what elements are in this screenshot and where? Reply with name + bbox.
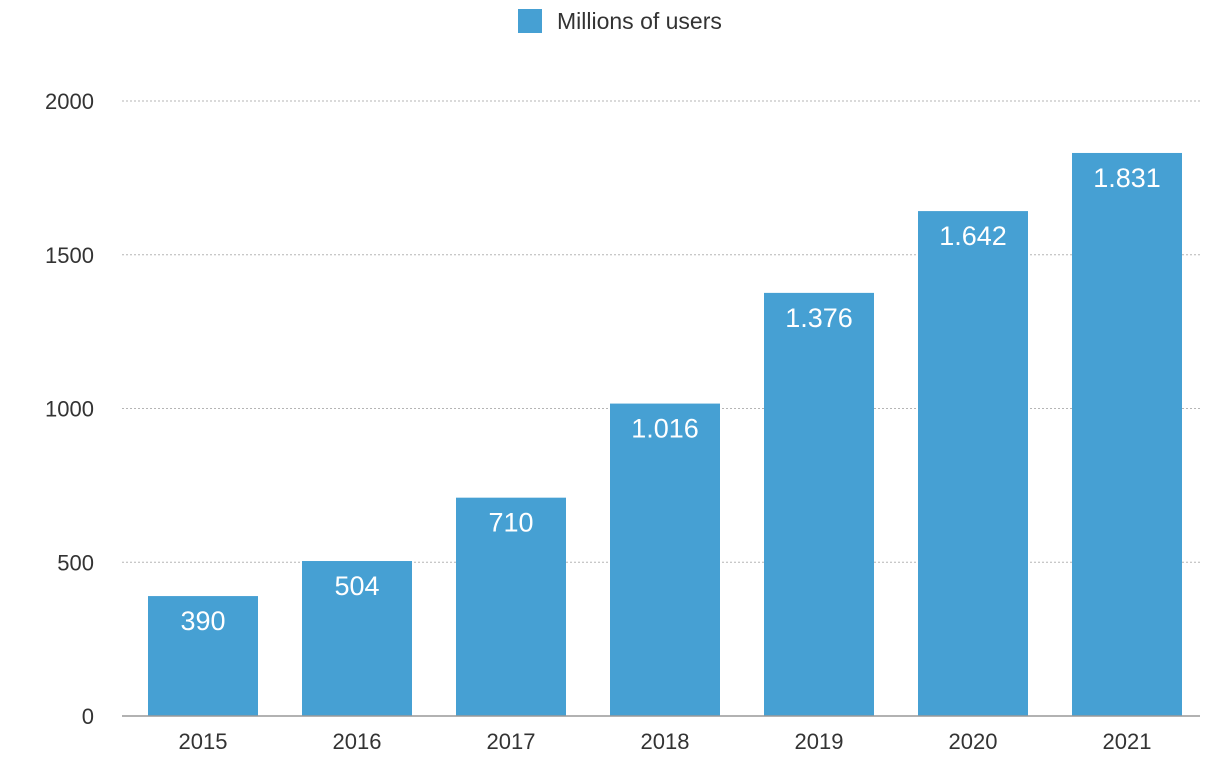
bar-2017	[456, 497, 566, 716]
data-labels: 390 504 710 1.016 1.376 1.642 1.831	[180, 163, 1160, 636]
y-tick-label: 0	[82, 704, 94, 729]
x-tick-label-2020: 2020	[949, 729, 998, 754]
bar-2019	[764, 292, 874, 716]
data-label-2021: 1.831	[1093, 163, 1161, 193]
x-tick-label-2015: 2015	[179, 729, 228, 754]
y-axis: 0 500 1000 1500 2000	[45, 89, 94, 729]
y-tick-label: 1500	[45, 243, 94, 268]
x-tick-label-2019: 2019	[795, 729, 844, 754]
data-label-2020: 1.642	[939, 221, 1007, 251]
y-tick-label: 2000	[45, 89, 94, 114]
y-tick-label: 1000	[45, 397, 94, 422]
data-label-2017: 710	[488, 508, 533, 538]
x-tick-label-2017: 2017	[487, 729, 536, 754]
x-tick-label-2016: 2016	[333, 729, 382, 754]
bar-2018	[610, 403, 720, 716]
data-label-2019: 1.376	[785, 303, 853, 333]
legend: Millions of users	[518, 8, 722, 34]
bar-2016	[302, 561, 412, 716]
bar-2020	[918, 211, 1028, 716]
legend-swatch	[518, 9, 542, 33]
legend-label: Millions of users	[557, 8, 722, 34]
y-tick-label: 500	[57, 550, 94, 575]
x-tick-label-2018: 2018	[641, 729, 690, 754]
data-label-2016: 504	[334, 571, 379, 601]
bars	[148, 152, 1182, 716]
data-label-2015: 390	[180, 606, 225, 636]
bar-2021	[1072, 152, 1182, 716]
x-axis: 2015 2016 2017 2018 2019 2020 2021	[122, 715, 1200, 754]
bar-2015	[148, 596, 258, 716]
data-label-2018: 1.016	[631, 414, 699, 444]
x-tick-label-2021: 2021	[1103, 729, 1152, 754]
